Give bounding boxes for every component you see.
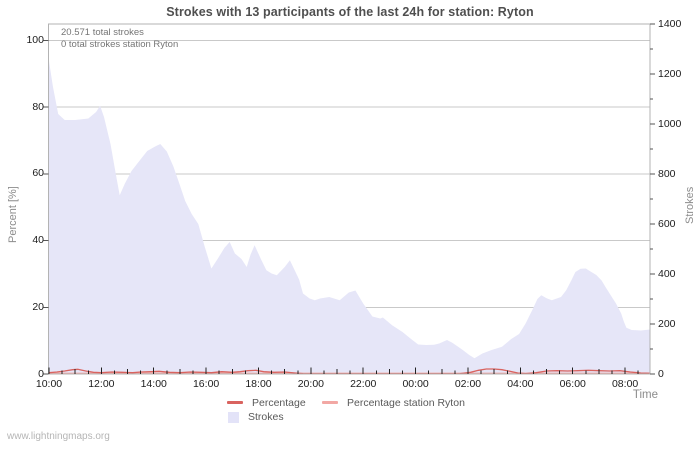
x-tick-label: 06:00: [559, 377, 586, 390]
x-tick-label: 10:00: [35, 377, 63, 390]
x-tick-label: 04:00: [507, 377, 534, 390]
y-left-tick-label: 0: [38, 367, 44, 380]
y-right-tick-label: 1400: [658, 17, 682, 30]
x-tick-label: 14:00: [140, 377, 167, 390]
legend-item-strokes: Strokes: [228, 410, 284, 424]
x-tick-label: 16:00: [192, 377, 220, 390]
percentage-line-swatch-icon: [227, 401, 243, 404]
y-right-tick-label: 400: [658, 267, 676, 280]
x-tick-label: 00:00: [402, 377, 429, 390]
y-left-tick-label: 60: [32, 167, 44, 180]
x-axis-title: Time: [632, 389, 658, 401]
y-axis-title-right: Strokes: [684, 186, 696, 224]
legend-label: Strokes: [248, 411, 284, 423]
y-right-tick-label: 800: [658, 167, 676, 180]
x-tick-label: 20:00: [297, 377, 324, 390]
annotation-station-strokes: 0 total strokes station Ryton: [61, 39, 179, 50]
x-tick-label: 22:00: [350, 377, 377, 390]
y-left-tick-label: 20: [32, 300, 44, 313]
y-right-tick-label: 1200: [658, 67, 682, 80]
y-right-tick-label: 600: [658, 217, 676, 230]
legend-item-percentage: Percentage: [227, 396, 306, 409]
x-tick-label: 08:00: [611, 377, 639, 390]
y-right-tick-label: 0: [658, 367, 664, 380]
y-left-tick-label: 100: [26, 34, 44, 46]
x-tick-label: 12:00: [88, 377, 115, 390]
strokes-area-swatch-icon: [228, 411, 239, 423]
watermark-link[interactable]: www.lightningmaps.org: [7, 431, 110, 442]
x-tick-label: 02:00: [454, 377, 482, 390]
y-right-tick-label: 200: [658, 317, 676, 330]
x-tick-label: 18:00: [245, 377, 272, 390]
legend-item-percentage-station: Percentage station Ryton: [322, 396, 465, 409]
legend-label: Percentage: [252, 396, 306, 409]
chart-title: Strokes with 13 participants of the last…: [166, 5, 534, 19]
y-left-tick-label: 40: [32, 234, 44, 247]
y-right-tick-label: 1000: [658, 117, 682, 130]
y-left-tick-label: 80: [32, 100, 44, 113]
annotation-total-strokes: 20.571 total strokes: [61, 27, 144, 38]
percentage-station-line-swatch-icon: [322, 401, 338, 404]
legend-label: Percentage station Ryton: [347, 396, 465, 409]
